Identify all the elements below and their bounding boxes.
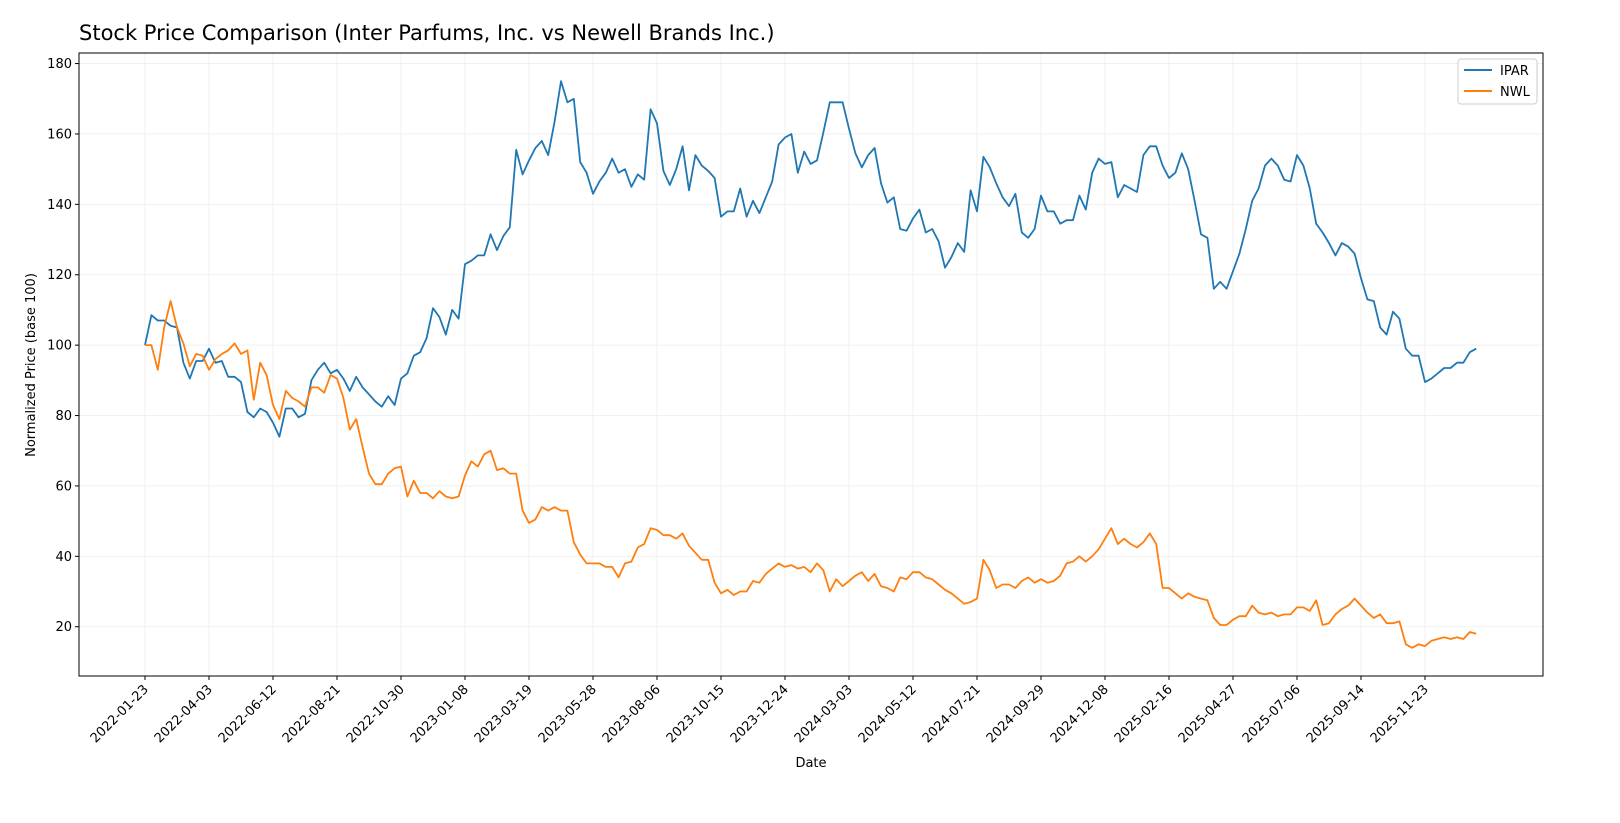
x-tick-label: 2023-08-06 xyxy=(600,682,664,746)
x-tick-label: 2025-04-27 xyxy=(1176,682,1240,746)
grid xyxy=(79,53,1543,676)
x-tick-label: 2022-10-30 xyxy=(344,682,408,746)
x-tick-label: 2024-09-29 xyxy=(984,682,1048,746)
y-tick-label: 120 xyxy=(47,268,72,283)
y-tick-label: 20 xyxy=(55,620,72,635)
x-tick-label: 2024-07-21 xyxy=(920,682,984,746)
chart-title: Stock Price Comparison (Inter Parfums, I… xyxy=(79,21,775,45)
x-axis: 2022-01-23 2022-04-03 2022-06-12 2022-08-21… xyxy=(88,676,1432,746)
y-tick-label: 180 xyxy=(47,57,72,72)
x-tick-label: 2022-06-12 xyxy=(216,682,280,746)
x-tick-label: 2022-04-03 xyxy=(152,682,216,746)
y-tick-label: 100 xyxy=(47,339,72,354)
x-tick-label: 2022-08-21 xyxy=(280,682,344,746)
x-tick-label: 2024-12-08 xyxy=(1048,682,1112,746)
x-tick-label: 2024-05-12 xyxy=(856,682,920,746)
y-tick-label: 60 xyxy=(55,479,72,494)
legend: IPAR NWL xyxy=(1457,58,1538,105)
x-tick-label: 2023-03-19 xyxy=(472,682,536,746)
x-tick-label: 2023-12-24 xyxy=(728,682,792,746)
x-tick-label: 2024-03-03 xyxy=(792,682,856,746)
y-tick-label: 160 xyxy=(47,127,72,142)
x-tick-label: 2023-05-28 xyxy=(536,682,600,746)
y-tick-label: 40 xyxy=(55,550,72,565)
series-line-nwl xyxy=(145,300,1477,649)
x-tick-label: 2025-07-06 xyxy=(1240,682,1304,746)
x-axis-label: Date xyxy=(795,756,826,771)
x-tick-label: 2025-11-23 xyxy=(1368,682,1432,746)
series-line-ipar xyxy=(144,80,1477,438)
series-lines xyxy=(144,80,1477,649)
y-axis-label: Normalized Price (base 100) xyxy=(24,273,39,457)
plot-frame xyxy=(78,52,1544,677)
x-tick-label: 2025-09-14 xyxy=(1304,682,1368,746)
y-tick-label: 140 xyxy=(47,198,72,213)
x-tick-label: 2025-02-16 xyxy=(1112,682,1176,746)
legend-label-ipar: IPAR xyxy=(1500,64,1529,79)
x-tick-label: 2022-01-23 xyxy=(88,682,152,746)
y-axis: 20 40 60 80 100 120 140 160 180 xyxy=(47,57,79,635)
legend-label-nwl: NWL xyxy=(1500,85,1531,100)
x-tick-label: 2023-01-08 xyxy=(408,682,472,746)
x-tick-label: 2023-10-15 xyxy=(664,682,728,746)
y-tick-label: 80 xyxy=(55,409,72,424)
